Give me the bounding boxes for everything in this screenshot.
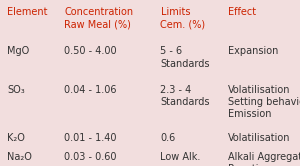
Text: Na₂O: Na₂O (8, 152, 32, 162)
Text: 5 - 6
Standards: 5 - 6 Standards (160, 46, 210, 69)
Text: Volatilisation: Volatilisation (228, 133, 290, 143)
Text: 0.04 - 1.06: 0.04 - 1.06 (64, 85, 117, 95)
Text: SO₃: SO₃ (8, 85, 25, 95)
Text: 0.6: 0.6 (160, 133, 176, 143)
Text: Limits
Cem. (%): Limits Cem. (%) (160, 7, 206, 30)
Text: 0.01 - 1.40: 0.01 - 1.40 (64, 133, 117, 143)
Text: 0.50 - 4.00: 0.50 - 4.00 (64, 46, 117, 56)
Text: Expansion: Expansion (228, 46, 278, 56)
Text: Low Alk.: Low Alk. (160, 152, 201, 162)
Text: Alkali Aggregate
Reaction: Alkali Aggregate Reaction (228, 152, 300, 166)
Text: Concentration
Raw Meal (%): Concentration Raw Meal (%) (64, 7, 134, 30)
Text: Volatilisation
Setting behaviour
Emission: Volatilisation Setting behaviour Emissio… (228, 85, 300, 120)
Text: 0.03 - 0.60: 0.03 - 0.60 (64, 152, 117, 162)
Text: MgO: MgO (8, 46, 30, 56)
Text: Element: Element (8, 7, 48, 17)
Text: 2.3 - 4
Standards: 2.3 - 4 Standards (160, 85, 210, 107)
Text: Effect: Effect (228, 7, 256, 17)
Text: K₂O: K₂O (8, 133, 26, 143)
